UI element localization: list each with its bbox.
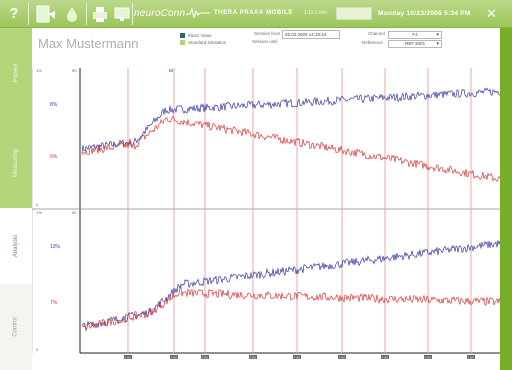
right-strip bbox=[500, 28, 512, 370]
channel-select[interactable]: F4 ▾ bbox=[388, 31, 442, 39]
tab-label: Control bbox=[13, 317, 19, 337]
tab-label: Analysis bbox=[13, 234, 19, 258]
x-tick-label: 0.001 bbox=[339, 356, 346, 360]
session-until-label: Session until bbox=[252, 39, 278, 44]
monitor-icon[interactable] bbox=[112, 4, 132, 24]
session-from-label: Session from bbox=[254, 31, 281, 36]
product-name: THERA PRAX® MOBILE bbox=[214, 10, 294, 16]
x-tick-label-box bbox=[381, 355, 389, 359]
series-label-red: 7% bbox=[50, 300, 58, 306]
close-button[interactable]: ✕ bbox=[486, 6, 497, 21]
wave-icon bbox=[186, 7, 210, 19]
x-tick-label-box bbox=[170, 355, 178, 359]
legend-item: Standard Deviation bbox=[180, 39, 226, 46]
x-tick-label-box bbox=[201, 355, 209, 359]
y-axis-unit: 1% bbox=[36, 68, 42, 73]
reference-label: Reference bbox=[362, 40, 383, 45]
x-tick-label: 0.001 bbox=[125, 356, 132, 360]
x-tick-label: 0.001 bbox=[468, 356, 475, 360]
x-tick-label: 0.001 bbox=[250, 356, 257, 360]
toolbar-separator bbox=[28, 3, 29, 25]
y-axis-min: 0 bbox=[36, 202, 39, 207]
x-tick-label: 0.001 bbox=[202, 356, 209, 360]
y-axis-max: 50 bbox=[72, 210, 77, 215]
sidebar: Patient Measuring Analysis Control bbox=[0, 28, 32, 370]
legend: Mean Value Standard Deviation bbox=[180, 32, 226, 46]
channel-label: Channel bbox=[368, 31, 385, 36]
tab-patient[interactable]: Patient bbox=[0, 28, 32, 118]
session-from-field[interactable]: 25.03.2003 14:10:24 bbox=[282, 30, 340, 39]
reference-value: REF EEG bbox=[405, 41, 425, 46]
series-line-red bbox=[81, 286, 500, 331]
legend-label: Mean Value bbox=[188, 33, 212, 38]
chevron-down-icon: ▾ bbox=[436, 41, 439, 47]
x-tick-label-box bbox=[424, 355, 432, 359]
print-icon[interactable] bbox=[90, 4, 110, 24]
toolbar: ? neuroConn THERA PRAX® MOBILE 1:11:1 mi… bbox=[0, 0, 512, 28]
x-tick-label-box bbox=[293, 355, 301, 359]
patient-name: Max Mustermann bbox=[38, 36, 139, 51]
tab-label: Patient bbox=[13, 63, 19, 83]
tab-label: Measuring bbox=[12, 148, 19, 178]
x-tick-label-box bbox=[467, 355, 475, 359]
drop-icon[interactable] bbox=[62, 4, 82, 24]
document-icon[interactable] bbox=[34, 4, 58, 24]
x-tick-label: 0.001 bbox=[382, 356, 389, 360]
y-axis-unit: 1% bbox=[36, 210, 42, 215]
series-line-blue bbox=[81, 87, 500, 154]
tab-analysis[interactable]: Analysis bbox=[0, 208, 32, 284]
legend-label: Standard Deviation bbox=[188, 40, 227, 45]
analysis-panel: Max Mustermann Mean Value Standard Devia… bbox=[32, 28, 500, 370]
y-axis-max: 50 bbox=[72, 68, 77, 73]
series-label-red: 6% bbox=[50, 154, 58, 160]
session-time-field bbox=[336, 7, 372, 20]
help-button[interactable]: ? bbox=[9, 5, 19, 22]
toolbar-separator bbox=[132, 3, 133, 25]
channel-value: F4 bbox=[412, 32, 418, 37]
series-line-red bbox=[81, 115, 500, 183]
legend-swatch bbox=[180, 40, 185, 45]
y-axis-min: 0 bbox=[36, 347, 39, 352]
series-label-blue: 8% bbox=[50, 102, 58, 108]
marker-label: M bbox=[169, 68, 173, 73]
legend-item: Mean Value bbox=[180, 32, 226, 39]
toolbar-separator bbox=[86, 3, 87, 25]
tab-measuring[interactable]: Measuring bbox=[0, 118, 32, 208]
x-tick-label-box bbox=[249, 355, 257, 359]
legend-swatch bbox=[180, 33, 185, 38]
x-tick-label: 0.001 bbox=[171, 356, 178, 360]
datetime-display: Monday 10/23/2006 5:34 PM bbox=[378, 10, 471, 17]
tab-control[interactable]: Control bbox=[0, 284, 32, 370]
x-tick-label: 0.001 bbox=[294, 356, 301, 360]
chevron-down-icon: ▾ bbox=[436, 32, 439, 38]
session-time-label: 1:11:1 min bbox=[304, 10, 327, 16]
eeg-chart: M 0.001 0.001 0.001 0.001 0.001 0.001 0.001 0.00… bbox=[32, 68, 500, 360]
x-tick-label: 0.001 bbox=[425, 356, 432, 360]
series-label-blue: 13% bbox=[50, 244, 61, 250]
brand-logo: neuroConn bbox=[134, 8, 186, 19]
x-tick-label-box bbox=[124, 355, 132, 359]
reference-select[interactable]: REF EEG ▾ bbox=[388, 40, 442, 48]
x-tick-label-box bbox=[338, 355, 346, 359]
